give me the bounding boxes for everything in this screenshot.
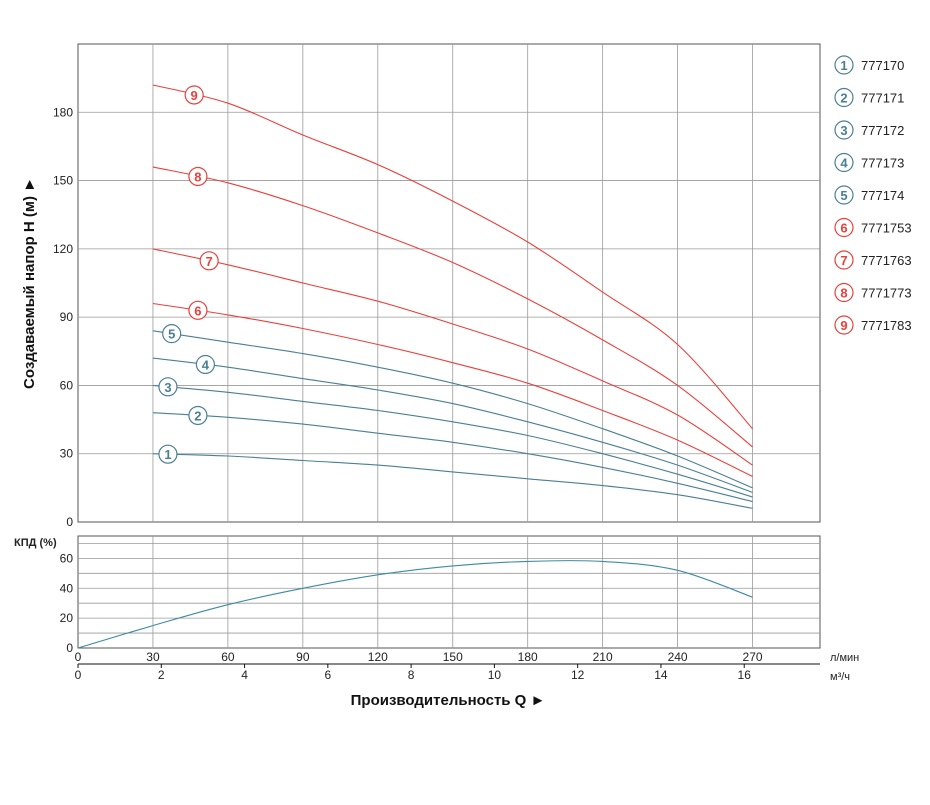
- curve-marker-label: 6: [194, 303, 201, 318]
- x-tick-label-m3h: 14: [654, 668, 668, 682]
- curve-marker-label: 1: [164, 447, 171, 462]
- head-y-tick-label: 150: [53, 174, 73, 188]
- curve-marker-label: 4: [202, 357, 210, 372]
- head-curve-5: [152, 330, 753, 489]
- x-unit-lpm: л/мин: [830, 652, 859, 664]
- curve-marker-label: 8: [194, 169, 201, 184]
- legend-marker-label: 2: [840, 91, 847, 106]
- head-curve-7: [152, 248, 753, 466]
- head-y-tick-label: 120: [53, 242, 73, 256]
- legend-marker-2: [834, 87, 854, 108]
- x-tick-label-lpm: 180: [518, 650, 538, 664]
- legend-entry-3: 777172: [861, 123, 904, 138]
- legend-entry-9: 7771783: [861, 318, 912, 333]
- efficiency-y-tick-label: 0: [66, 641, 73, 655]
- legend-marker-4: [834, 152, 854, 173]
- curve-marker-2: [188, 405, 208, 426]
- efficiency-y-tick-label: 40: [60, 581, 74, 595]
- x-tick-label-lpm: 60: [221, 650, 235, 664]
- legend-marker-label: 3: [840, 123, 847, 138]
- legend-marker-6: [834, 217, 854, 238]
- curve-marker-5: [162, 324, 182, 344]
- x-tick-label-lpm: 90: [296, 650, 310, 664]
- legend-marker-9: [834, 315, 854, 335]
- efficiency-curve: [77, 559, 753, 649]
- legend-marker-label: 5: [840, 188, 847, 203]
- x-unit-m3h: м³/ч: [830, 671, 850, 683]
- legend-entry-5: 777174: [861, 188, 904, 203]
- x-tick-label-lpm: 210: [593, 650, 613, 664]
- x-tick-label-m3h: 10: [488, 668, 502, 682]
- legend-entry-2: 777171: [861, 91, 904, 106]
- y-axis-title-efficiency: КПД (%): [14, 537, 57, 549]
- legend-marker-label: 4: [840, 156, 848, 171]
- curve-marker-label: 2: [194, 408, 201, 423]
- legend-marker-5: [834, 185, 854, 205]
- legend-entry-4: 777173: [861, 156, 904, 171]
- curve-marker-label: 3: [164, 380, 171, 395]
- legend-marker-8: [834, 282, 854, 303]
- legend-marker-label: 8: [840, 286, 847, 301]
- x-tick-label-m3h: 8: [408, 668, 415, 682]
- curve-marker-label: 5: [168, 327, 175, 342]
- head-y-tick-label: 180: [53, 105, 73, 119]
- head-curve-8: [152, 166, 753, 448]
- curve-marker-7: [199, 251, 219, 271]
- curve-marker-4: [195, 354, 216, 375]
- y-axis-title-head: Создаваемый напор H (м) ►: [21, 177, 38, 389]
- curve-marker-3: [158, 377, 178, 397]
- head-curve-2: [152, 412, 753, 503]
- x-tick-label-m3h: 4: [241, 668, 248, 682]
- legend-marker-7: [834, 250, 854, 270]
- head-curve-6: [152, 302, 753, 477]
- head-curve-3: [152, 384, 753, 498]
- x-tick-label-lpm: 30: [146, 650, 160, 664]
- x-tick-label-m3h: 0: [75, 668, 82, 682]
- x-tick-label-lpm: 150: [443, 650, 463, 664]
- efficiency-plot-frame: [77, 535, 821, 649]
- curve-marker-6: [188, 300, 208, 320]
- legend-marker-3: [834, 120, 854, 140]
- legend-entry-1: 777170: [861, 58, 904, 73]
- x-tick-label-m3h: 2: [158, 668, 165, 682]
- efficiency-y-tick-label: 60: [60, 551, 74, 565]
- curve-marker-1: [158, 444, 178, 464]
- head-y-tick-label: 60: [60, 378, 74, 392]
- head-y-tick-label: 0: [66, 515, 73, 529]
- curve-marker-label: 7: [206, 254, 213, 269]
- curve-marker-8: [188, 166, 208, 187]
- x-axis-title: Производительность Q ►: [351, 692, 546, 709]
- legend-marker-1: [834, 55, 854, 75]
- legend-marker-label: 9: [840, 318, 847, 333]
- head-plot-frame: [77, 43, 821, 523]
- efficiency-y-tick-label: 20: [60, 611, 74, 625]
- legend-entry-6: 7771753: [861, 221, 912, 236]
- head-y-tick-label: 30: [60, 447, 74, 461]
- legend-entry-7: 7771763: [861, 253, 912, 268]
- x-tick-label-lpm: 270: [743, 650, 763, 664]
- legend-entry-8: 7771773: [861, 286, 912, 301]
- head-curve-1: [152, 453, 753, 509]
- x-tick-label-lpm: 120: [368, 650, 388, 664]
- legend-marker-label: 6: [840, 221, 847, 236]
- x-tick-label-lpm: 240: [668, 650, 688, 664]
- curve-marker-9: [184, 85, 204, 105]
- head-y-tick-label: 90: [60, 310, 74, 324]
- legend-marker-label: 1: [840, 58, 847, 73]
- curve-marker-label: 9: [191, 88, 198, 103]
- legend-marker-label: 7: [840, 253, 847, 268]
- head-curve-9: [152, 84, 753, 430]
- x-tick-label-lpm: 0: [75, 650, 82, 664]
- x-tick-label-m3h: 12: [571, 668, 585, 682]
- x-tick-label-m3h: 16: [738, 668, 752, 682]
- x-tick-label-m3h: 6: [324, 668, 331, 682]
- head-curve-4: [152, 357, 753, 493]
